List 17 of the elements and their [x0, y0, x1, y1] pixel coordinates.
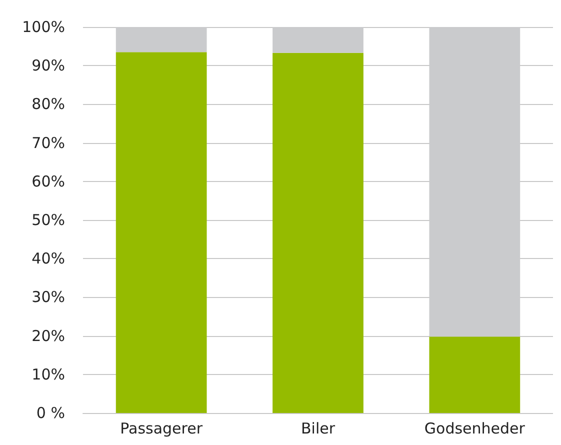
y-tick-label: 10% [32, 365, 65, 384]
y-tick-label: 60% [32, 172, 65, 190]
bar [429, 336, 520, 413]
y-tick-label: 80% [32, 95, 65, 114]
y-tick-label: 50% [32, 211, 65, 229]
bar [116, 52, 207, 413]
y-tick-label: 40% [32, 250, 65, 268]
y-tick-label: 70% [32, 134, 65, 152]
x-tick-label: Godsenheder [424, 420, 526, 438]
y-tick-label: 20% [32, 326, 65, 345]
bar [272, 52, 364, 413]
y-tick-label: 100% [22, 18, 65, 36]
y-tick-label: 90% [32, 56, 65, 75]
y-tick-label: 0 % [36, 404, 65, 422]
x-tick-label: Biler [300, 420, 336, 438]
x-tick-label: Passagerer [120, 420, 204, 438]
y-tick-label: 30% [32, 288, 65, 306]
